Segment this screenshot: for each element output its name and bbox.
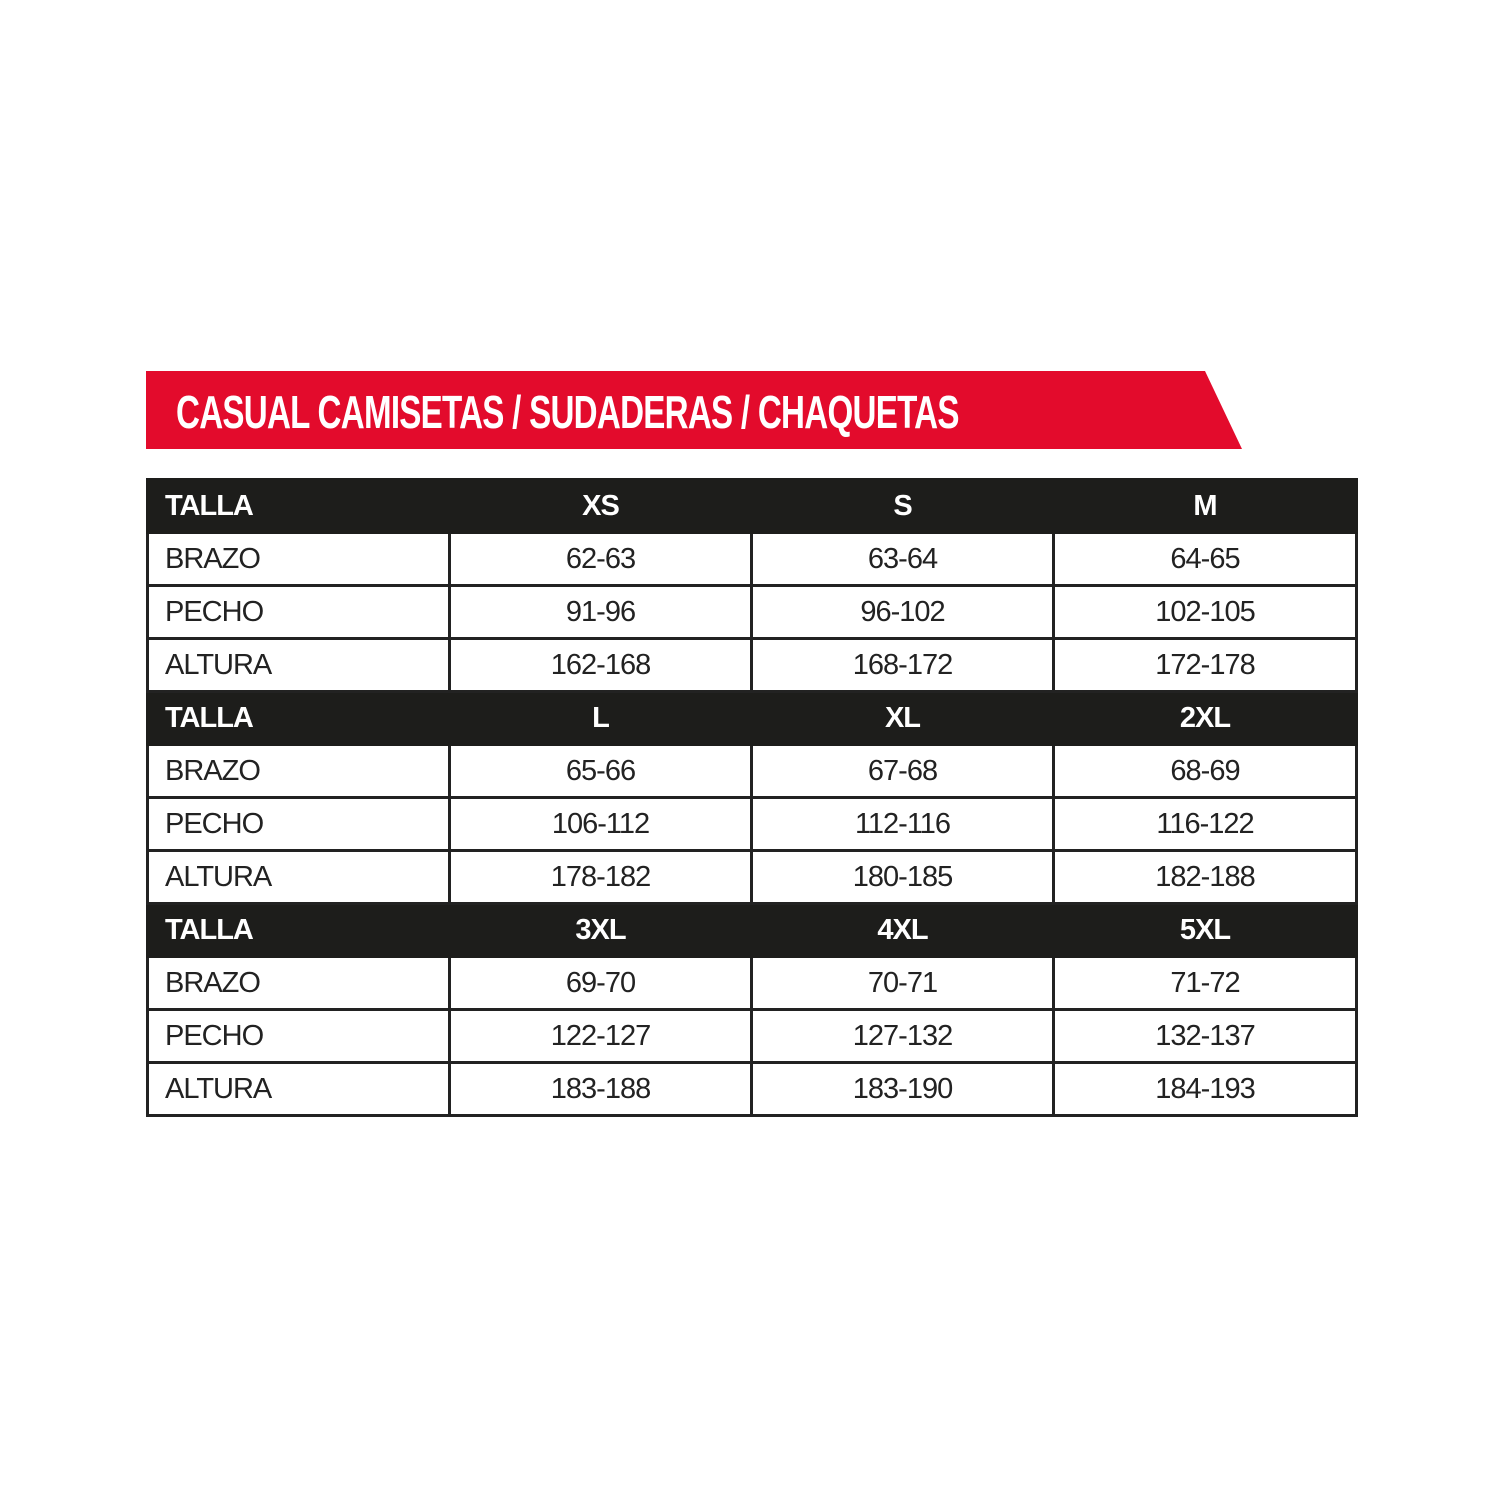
measure-value: 162-168 (448, 637, 753, 693)
measure-value: 122-127 (448, 1008, 753, 1064)
table-row: PECHO 122-127 127-132 132-137 (146, 1008, 1358, 1064)
measure-value: 180-185 (750, 849, 1055, 905)
measure-value: 178-182 (448, 849, 753, 905)
talla-label: TALLA (146, 478, 451, 534)
size-label: 3XL (448, 902, 753, 958)
measure-label: ALTURA (146, 637, 451, 693)
measure-value: 70-71 (750, 955, 1055, 1011)
measure-value: 91-96 (448, 584, 753, 640)
measure-value: 65-66 (448, 743, 753, 799)
measure-value: 63-64 (750, 531, 1055, 587)
measure-value: 183-188 (448, 1061, 753, 1117)
size-label: XS (448, 478, 753, 534)
measure-value: 106-112 (448, 796, 753, 852)
size-label: 4XL (750, 902, 1055, 958)
measure-label: BRAZO (146, 531, 451, 587)
measure-value: 127-132 (750, 1008, 1055, 1064)
measure-value: 102-105 (1052, 584, 1358, 640)
measure-value: 183-190 (750, 1061, 1055, 1117)
measure-value: 116-122 (1052, 796, 1358, 852)
table-row: BRAZO 62-63 63-64 64-65 (146, 531, 1358, 587)
size-label: M (1052, 478, 1358, 534)
page-title: CASUAL CAMISETAS / SUDADERAS / CHAQUETAS (176, 386, 959, 438)
table-row: ALTURA 178-182 180-185 182-188 (146, 849, 1358, 905)
measure-label: PECHO (146, 584, 451, 640)
measure-value: 184-193 (1052, 1061, 1358, 1117)
title-banner: CASUAL CAMISETAS / SUDADERAS / CHAQUETAS (146, 371, 1242, 449)
size-label: 2XL (1052, 690, 1358, 746)
measure-value: 96-102 (750, 584, 1055, 640)
size-label: L (448, 690, 753, 746)
size-label: S (750, 478, 1055, 534)
measure-label: BRAZO (146, 955, 451, 1011)
table-row: BRAZO 65-66 67-68 68-69 (146, 743, 1358, 799)
measure-value: 132-137 (1052, 1008, 1358, 1064)
measure-value: 172-178 (1052, 637, 1358, 693)
measure-value: 67-68 (750, 743, 1055, 799)
talla-label: TALLA (146, 690, 451, 746)
table-row: ALTURA 183-188 183-190 184-193 (146, 1061, 1358, 1117)
talla-label: TALLA (146, 902, 451, 958)
table-row: PECHO 91-96 96-102 102-105 (146, 584, 1358, 640)
measure-label: ALTURA (146, 1061, 451, 1117)
size-header-row: TALLA 3XL 4XL 5XL (146, 902, 1358, 958)
table-row: BRAZO 69-70 70-71 71-72 (146, 955, 1358, 1011)
measure-value: 168-172 (750, 637, 1055, 693)
measure-label: PECHO (146, 1008, 451, 1064)
table-row: PECHO 106-112 112-116 116-122 (146, 796, 1358, 852)
measure-value: 182-188 (1052, 849, 1358, 905)
size-header-row: TALLA L XL 2XL (146, 690, 1358, 746)
measure-value: 69-70 (448, 955, 753, 1011)
measure-value: 71-72 (1052, 955, 1358, 1011)
size-header-row: TALLA XS S M (146, 478, 1358, 534)
measure-label: BRAZO (146, 743, 451, 799)
measure-value: 64-65 (1052, 531, 1358, 587)
size-label: XL (750, 690, 1055, 746)
table-row: ALTURA 162-168 168-172 172-178 (146, 637, 1358, 693)
measure-value: 62-63 (448, 531, 753, 587)
measure-value: 68-69 (1052, 743, 1358, 799)
measure-label: PECHO (146, 796, 451, 852)
size-label: 5XL (1052, 902, 1358, 958)
size-chart-table: TALLA XS S M BRAZO 62-63 63-64 64-65 PECHO 91-96 9… (146, 478, 1358, 1117)
measure-label: ALTURA (146, 849, 451, 905)
measure-value: 112-116 (750, 796, 1055, 852)
